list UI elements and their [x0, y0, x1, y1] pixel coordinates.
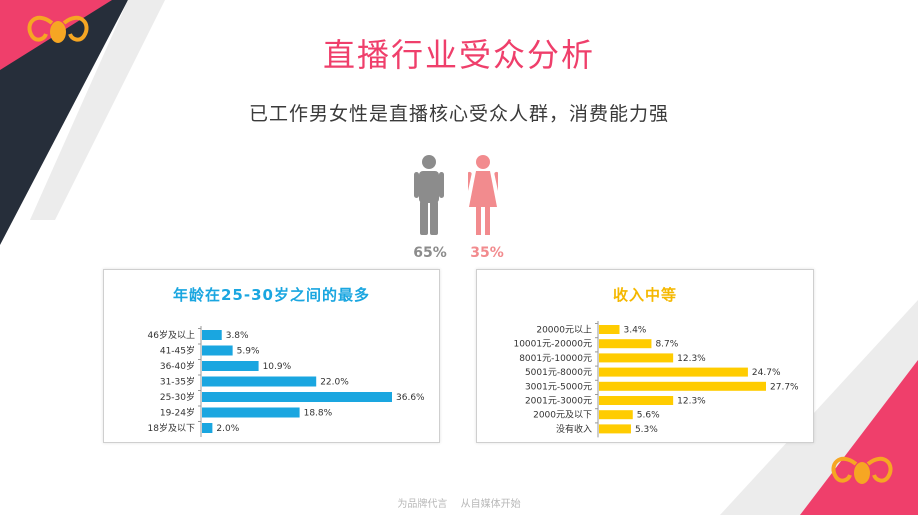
age-bar	[202, 376, 317, 387]
income-category-label: 没有收入	[556, 423, 592, 435]
age-bar	[202, 392, 392, 402]
age-category-label: 19-24岁	[160, 407, 195, 419]
footer-slogan-1: 为品牌代言	[397, 499, 448, 510]
age-category-label: 46岁及以上	[148, 329, 195, 341]
age-category-label: 18岁及以下	[148, 422, 195, 434]
corner-gray-triangle-left	[30, 0, 165, 220]
income-category-label: 2000元及以下	[533, 410, 592, 421]
ram-logo-icon	[27, 15, 89, 43]
income-bar	[599, 339, 652, 349]
income-value-label: 5.6%	[637, 411, 660, 421]
age-bar	[202, 345, 233, 356]
income-bar	[599, 353, 674, 363]
age-value-label: 5.9%	[237, 347, 260, 357]
age-category-label: 41-45岁	[160, 345, 195, 357]
income-value-label: 8.7%	[655, 340, 678, 350]
age-category-label: 36-40岁	[160, 360, 195, 372]
income-bar	[599, 325, 620, 334]
age-bar	[202, 407, 300, 418]
page-title: 直播行业受众分析	[322, 36, 595, 74]
age-value-label: 22.0%	[320, 378, 349, 388]
age-value-label: 2.0%	[216, 424, 239, 434]
income-bar	[599, 410, 633, 420]
corner-dark-triangle	[0, 0, 128, 245]
income-category-label: 3001元-5000元	[525, 382, 592, 392]
age-bar	[202, 330, 222, 340]
income-category-label: 2001元-3000元	[525, 397, 592, 407]
income-category-label: 10001元-20000元	[513, 340, 592, 350]
age-bar	[202, 361, 259, 371]
female-percentage: 35%	[470, 245, 504, 261]
income-category-label: 20000元以上	[536, 325, 592, 336]
income-category-label: 5001元-8000元	[525, 368, 592, 378]
female-icon	[468, 155, 498, 235]
age-category-label: 25-30岁	[160, 391, 195, 403]
age-bar-chart: 46岁及以上 3.8% 41-45岁 5.9% 36-40岁 10.9% 31-35岁 22.…	[148, 326, 425, 437]
income-category-label: 8001元-10000元	[519, 354, 592, 364]
age-value-label: 3.8%	[226, 331, 249, 341]
income-chart-panel: 收入中等 20000元以上 3.4% 10001元-20000元 8.7% 8001元-…	[476, 269, 814, 443]
income-value-label: 12.3%	[677, 354, 706, 364]
age-value-label: 36.6%	[396, 393, 425, 403]
footer: 为品牌代言 从自媒体开始	[0, 495, 918, 510]
ram-logo-icon-bottom	[831, 456, 893, 484]
income-value-label: 24.7%	[752, 368, 781, 378]
income-value-label: 3.4%	[623, 326, 646, 336]
income-bar	[599, 424, 631, 434]
male-percentage: 65%	[413, 245, 447, 261]
income-value-label: 27.7%	[770, 382, 799, 392]
page-subtitle: 已工作男女性是直播核心受众人群，消费能力强	[248, 103, 669, 125]
age-category-label: 31-35岁	[160, 376, 195, 388]
age-bar	[202, 423, 213, 433]
male-icon	[414, 155, 444, 235]
income-bar	[599, 367, 748, 377]
income-bar-chart: 20000元以上 3.4% 10001元-20000元 8.7% 8001元-10000…	[513, 321, 799, 438]
income-bar	[599, 396, 674, 405]
income-bar	[599, 381, 766, 391]
footer-slogan-2: 从自媒体开始	[460, 499, 521, 510]
age-value-label: 10.9%	[263, 362, 292, 372]
income-chart-title: 收入中等	[612, 286, 677, 304]
income-value-label: 5.3%	[635, 425, 658, 435]
age-value-label: 18.8%	[304, 409, 333, 419]
income-value-label: 12.3%	[677, 397, 706, 407]
age-chart-panel: 年龄在25-30岁之间的最多 46岁及以上 3.8% 41-45岁 5.9% 36-40…	[103, 269, 440, 443]
age-chart-title: 年龄在25-30岁之间的最多	[173, 286, 370, 304]
